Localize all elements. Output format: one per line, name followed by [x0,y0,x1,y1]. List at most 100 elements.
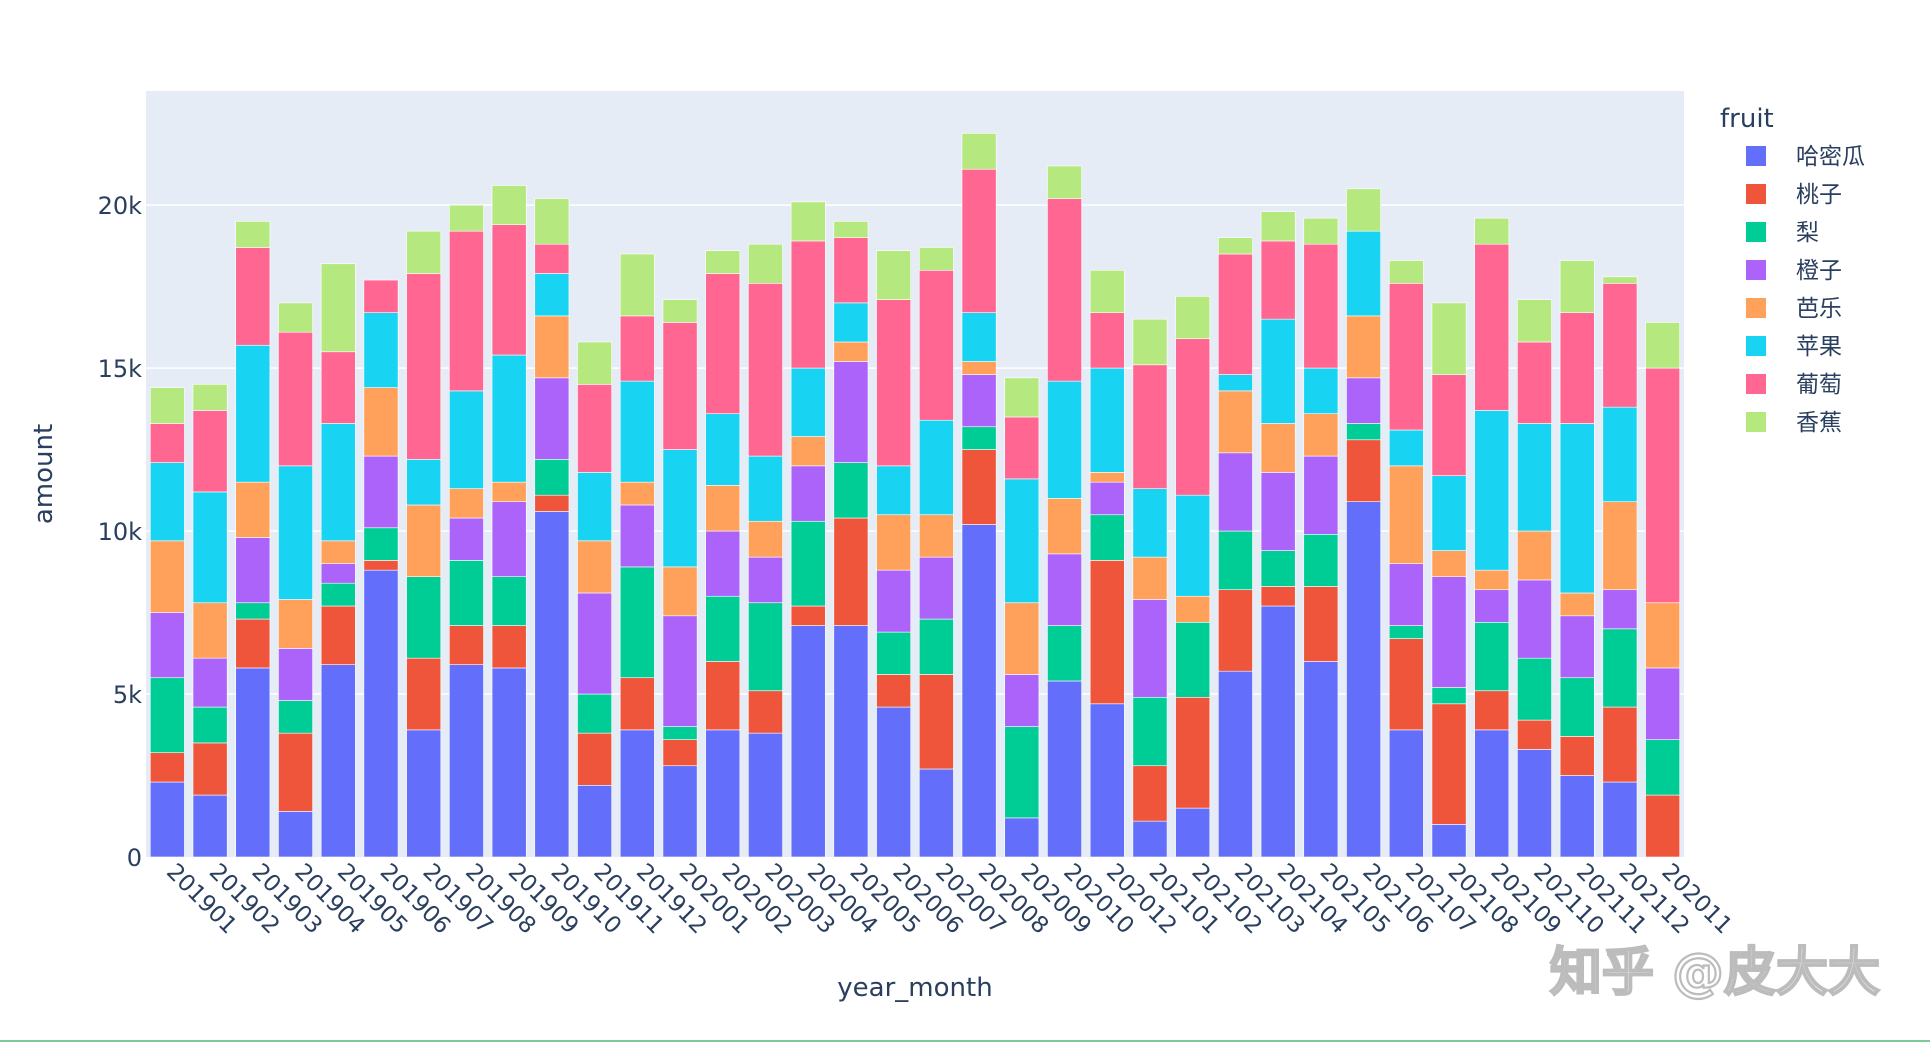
bar-segment[interactable] [1346,377,1381,424]
bar-segment[interactable] [918,768,954,858]
bar-segment[interactable] [1218,390,1253,454]
bar-segment[interactable] [833,462,869,519]
bar-segment[interactable] [235,667,271,858]
bar-segment[interactable] [320,605,356,665]
bar-segment[interactable] [619,566,655,679]
bar-segment[interactable] [1559,615,1595,679]
bar-segment[interactable] [876,631,912,675]
bar-segment[interactable] [491,501,527,577]
bar-segment[interactable] [619,504,655,568]
bar-segment[interactable] [192,491,228,604]
legend-item[interactable]: 桃子 [1746,182,1842,208]
bar-segment[interactable] [1089,367,1125,473]
bar-segment[interactable] [1645,602,1681,669]
bar-segment[interactable] [1346,423,1381,441]
bar-segment[interactable] [705,485,741,532]
bar-segment[interactable] [406,657,442,731]
bar-segment[interactable] [363,279,399,313]
bar-segment[interactable] [363,569,399,858]
bar-segment[interactable] [1089,481,1125,516]
bar-segment[interactable] [1474,410,1510,571]
bar-segment[interactable] [235,537,271,604]
bar-segment[interactable] [1218,589,1253,672]
bar-segment[interactable] [1260,318,1296,424]
bar-segment[interactable] [1388,465,1424,564]
bar-segment[interactable] [1388,283,1424,431]
bar-segment[interactable] [406,729,442,858]
bar-segment[interactable] [1346,315,1381,379]
bar-segment[interactable] [1218,530,1253,591]
bar-segment[interactable] [1474,243,1510,411]
bar-segment[interactable] [1474,622,1510,692]
bar-segment[interactable] [1260,472,1296,551]
bar-segment[interactable] [278,331,313,467]
bar-segment[interactable] [1517,530,1552,581]
bar-segment[interactable] [1004,416,1040,480]
bar-segment[interactable] [876,514,912,571]
bar-segment[interactable] [1645,794,1681,858]
bar-segment[interactable] [363,387,399,457]
bar-segment[interactable] [1260,240,1296,320]
bar-segment[interactable] [1388,729,1424,858]
bar-segment[interactable] [1089,703,1125,858]
bar-segment[interactable] [449,517,484,561]
bar-segment[interactable] [790,367,826,437]
bar-segment[interactable] [192,602,228,659]
bar-segment[interactable] [1602,501,1638,591]
bar-segment[interactable] [1004,377,1040,418]
bar-segment[interactable] [1047,380,1082,499]
bar-segment[interactable] [876,569,912,633]
bar-segment[interactable] [491,354,527,483]
bar-segment[interactable] [1089,560,1125,705]
bar-segment[interactable] [876,299,912,467]
bar-segment[interactable] [320,263,356,353]
bar-segment[interactable] [961,312,997,362]
bar-segment[interactable] [1260,605,1296,858]
bar-segment[interactable] [278,732,313,812]
legend-item[interactable]: 葡萄 [1746,372,1842,398]
bar-segment[interactable] [534,315,570,379]
bar-segment[interactable] [876,674,912,708]
bar-segment[interactable] [833,237,869,304]
bar-segment[interactable] [1303,243,1339,369]
bar-segment[interactable] [876,250,912,300]
bar-segment[interactable] [1047,553,1082,626]
bar-segment[interactable] [1602,276,1638,284]
bar-segment[interactable] [961,168,997,313]
bar-segment[interactable] [491,625,527,669]
legend-item[interactable]: 芭乐 [1746,296,1842,322]
bar-segment[interactable] [192,384,228,411]
bar-segment[interactable] [363,455,399,529]
bar-segment[interactable] [1303,661,1339,858]
bar-segment[interactable] [406,230,442,274]
bar-segment[interactable] [1346,188,1381,232]
bar-segment[interactable] [320,540,356,564]
bar-segment[interactable] [619,315,655,382]
legend-item[interactable]: 香蕉 [1746,410,1842,436]
bar-segment[interactable] [961,449,997,525]
bar-segment[interactable] [790,625,826,858]
bar-segment[interactable] [662,726,698,740]
bar-segment[interactable] [1218,253,1253,375]
bar-segment[interactable] [363,527,399,561]
bar-segment[interactable] [790,520,826,607]
bar-segment[interactable] [449,204,484,232]
bar-segment[interactable] [406,459,442,506]
bar-segment[interactable] [1089,312,1125,369]
bar-segment[interactable] [192,410,228,493]
bar-segment[interactable] [1175,338,1211,496]
bar-segment[interactable] [406,273,442,460]
bar-segment[interactable] [662,299,698,323]
bar-segment[interactable] [748,602,783,692]
bar-segment[interactable] [619,481,655,506]
bar-segment[interactable] [1517,423,1552,532]
bar-segment[interactable] [1303,413,1339,457]
bar-segment[interactable] [449,625,484,665]
bar-segment[interactable] [748,455,783,522]
bar-segment[interactable] [449,664,484,858]
bar-segment[interactable] [1132,820,1168,858]
bar-segment[interactable] [1218,237,1253,255]
bar-segment[interactable] [1645,667,1681,740]
bar-segment[interactable] [534,243,570,274]
bar-segment[interactable] [449,560,484,626]
